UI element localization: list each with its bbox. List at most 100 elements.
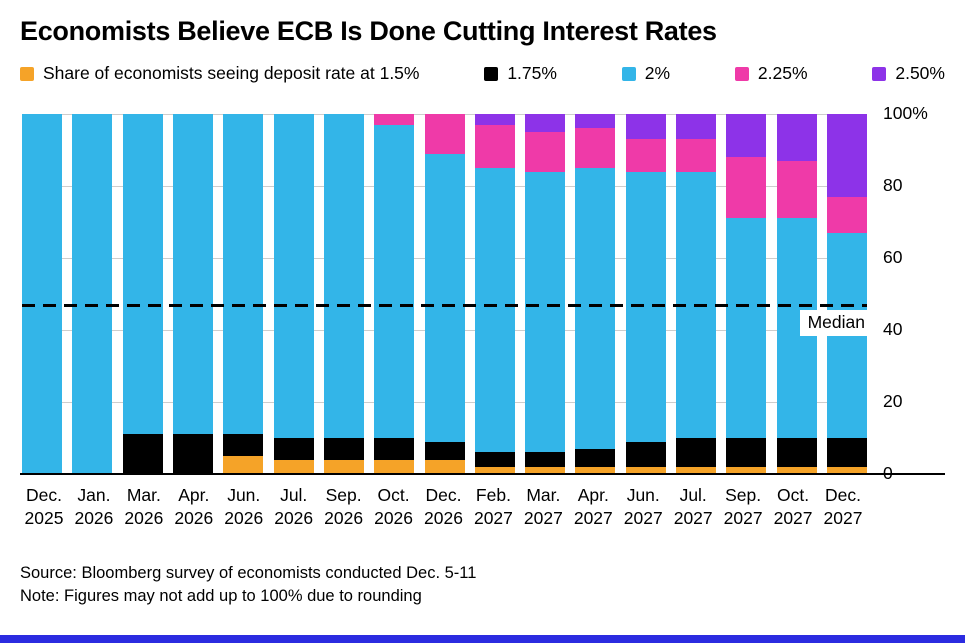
bar-segment-2.25% — [525, 132, 566, 172]
bar-segment-1.5% — [374, 459, 415, 474]
bar-segment-1.5% — [525, 466, 566, 474]
bar-segment-1.5% — [323, 459, 364, 474]
source-note: Source: Bloomberg survey of economists c… — [20, 562, 945, 610]
legend-label-1-75: 1.75% — [507, 63, 557, 83]
bar-segment-1.75% — [625, 441, 666, 467]
bar-segment-1.75% — [223, 434, 264, 456]
bar-segment-2% — [122, 114, 163, 435]
bar-segment-1.5% — [223, 456, 264, 474]
bar-segment-2% — [525, 171, 566, 453]
bar-segment-2.50% — [676, 114, 717, 140]
x-tick-label: Sep. 2027 — [723, 485, 763, 528]
bar-jan-2026 — [72, 114, 113, 474]
x-tick-label: Jul. 2026 — [274, 485, 314, 528]
bar-segment-1.75% — [424, 441, 465, 460]
bar-dec-2027 — [827, 114, 867, 474]
bar-segment-1.75% — [374, 438, 415, 460]
bar-sep-2026 — [323, 114, 364, 474]
bar-segment-2% — [72, 114, 113, 474]
x-tick-label: Oct. 2027 — [773, 485, 813, 528]
footer-progress-bar — [0, 635, 965, 643]
y-tick-label-20: 20 — [883, 391, 903, 411]
bar-segment-2.50% — [575, 114, 616, 129]
legend-item-2-25: 2.25% — [734, 63, 808, 84]
y-tick-label-60: 60 — [883, 247, 903, 267]
x-tick-label: Dec. 2025 — [24, 485, 64, 528]
bar-segment-1.75% — [172, 434, 213, 474]
bar-segment-2.50% — [726, 114, 767, 158]
bar-mar-2027 — [525, 114, 566, 474]
legend-swatch-2-25-icon — [734, 66, 749, 81]
bars — [22, 114, 867, 474]
bar-segment-2.50% — [625, 114, 666, 140]
legend: Share of economists seeing deposit rate … — [0, 47, 965, 84]
x-axis-line — [20, 473, 945, 475]
x-tick-label: Jun. 2026 — [224, 485, 264, 528]
x-tick-label: Mar. 2027 — [523, 485, 563, 528]
bar-segment-1.75% — [323, 438, 364, 460]
x-tick-label: Jun. 2027 — [623, 485, 663, 528]
x-tick-label: Jan. 2026 — [74, 485, 114, 528]
bar-segment-2% — [726, 218, 767, 439]
bar-segment-2% — [424, 153, 465, 442]
legend-swatch-1-75-icon — [484, 66, 499, 81]
bar-segment-1.75% — [827, 438, 867, 467]
bar-segment-2.25% — [474, 124, 515, 169]
bar-jun-2027 — [625, 114, 666, 474]
bar-segment-1.5% — [273, 459, 314, 474]
bar-segment-1.75% — [726, 438, 767, 467]
bar-segment-1.5% — [776, 466, 817, 474]
bar-segment-2% — [22, 114, 62, 474]
legend-label-2-25: 2.25% — [757, 63, 808, 83]
bar-segment-1.75% — [474, 452, 515, 467]
bar-sep-2027 — [726, 114, 767, 474]
bar-mar-2026 — [122, 114, 163, 474]
bar-apr-2027 — [575, 114, 616, 474]
chart-area: Median 020406080100% — [20, 103, 945, 483]
legend-label-2: 2% — [644, 63, 671, 83]
x-tick-label: Jul. 2027 — [673, 485, 713, 528]
bar-segment-2.50% — [525, 114, 566, 133]
y-tick-label-40: 40 — [883, 319, 903, 339]
x-tick-label: Dec. 2026 — [424, 485, 463, 528]
legend-item-1-75: 1.75% — [484, 63, 557, 84]
bar-segment-2.50% — [474, 114, 515, 125]
median-label: Median — [799, 309, 867, 336]
bar-segment-2% — [374, 124, 415, 439]
legend-item-1-5: Share of economists seeing deposit rate … — [20, 63, 419, 84]
bar-jul-2026 — [273, 114, 314, 474]
bar-oct-2026 — [374, 114, 415, 474]
bar-segment-2% — [323, 114, 364, 439]
x-tick-label: Dec. 2027 — [823, 485, 863, 528]
bar-segment-2.25% — [374, 114, 415, 125]
bar-segment-2.25% — [676, 139, 717, 172]
legend-swatch-2-50-icon — [872, 66, 887, 81]
legend-label-2-50: 2.50% — [895, 63, 945, 83]
x-axis-labels: Dec. 2025 Jan. 2026 Mar. 2026 Apr. 2026 Jun. 2026… — [20, 484, 867, 530]
bar-apr-2026 — [172, 114, 213, 474]
x-tick-label: Apr. 2026 — [174, 485, 214, 528]
bar-segment-2.25% — [424, 114, 465, 154]
plot-area: Median — [22, 114, 867, 474]
y-tick-label-80: 80 — [883, 175, 903, 195]
x-tick-label: Sep. 2026 — [324, 485, 364, 528]
y-axis-labels: 020406080100% — [871, 103, 945, 483]
bar-segment-1.5% — [625, 466, 666, 474]
legend-item-2-50: 2.50% — [872, 63, 945, 84]
bar-segment-2.50% — [827, 114, 867, 197]
x-tick-label: Apr. 2027 — [573, 485, 613, 528]
legend-label-1-5: Share of economists seeing deposit rate … — [43, 63, 420, 83]
legend-swatch-1-5-icon — [20, 66, 34, 81]
median-line — [22, 303, 867, 307]
legend-item-2: 2% — [621, 63, 671, 84]
bar-segment-1.75% — [575, 448, 616, 467]
bar-segment-2.25% — [625, 139, 666, 172]
bar-segment-2% — [223, 114, 264, 435]
bar-dec-2026 — [424, 114, 465, 474]
bar-oct-2027 — [776, 114, 817, 474]
x-tick-label: Feb. 2027 — [473, 485, 513, 528]
bar-segment-1.75% — [122, 434, 163, 474]
bar-segment-1.5% — [676, 466, 717, 474]
bar-segment-1.5% — [827, 466, 867, 474]
